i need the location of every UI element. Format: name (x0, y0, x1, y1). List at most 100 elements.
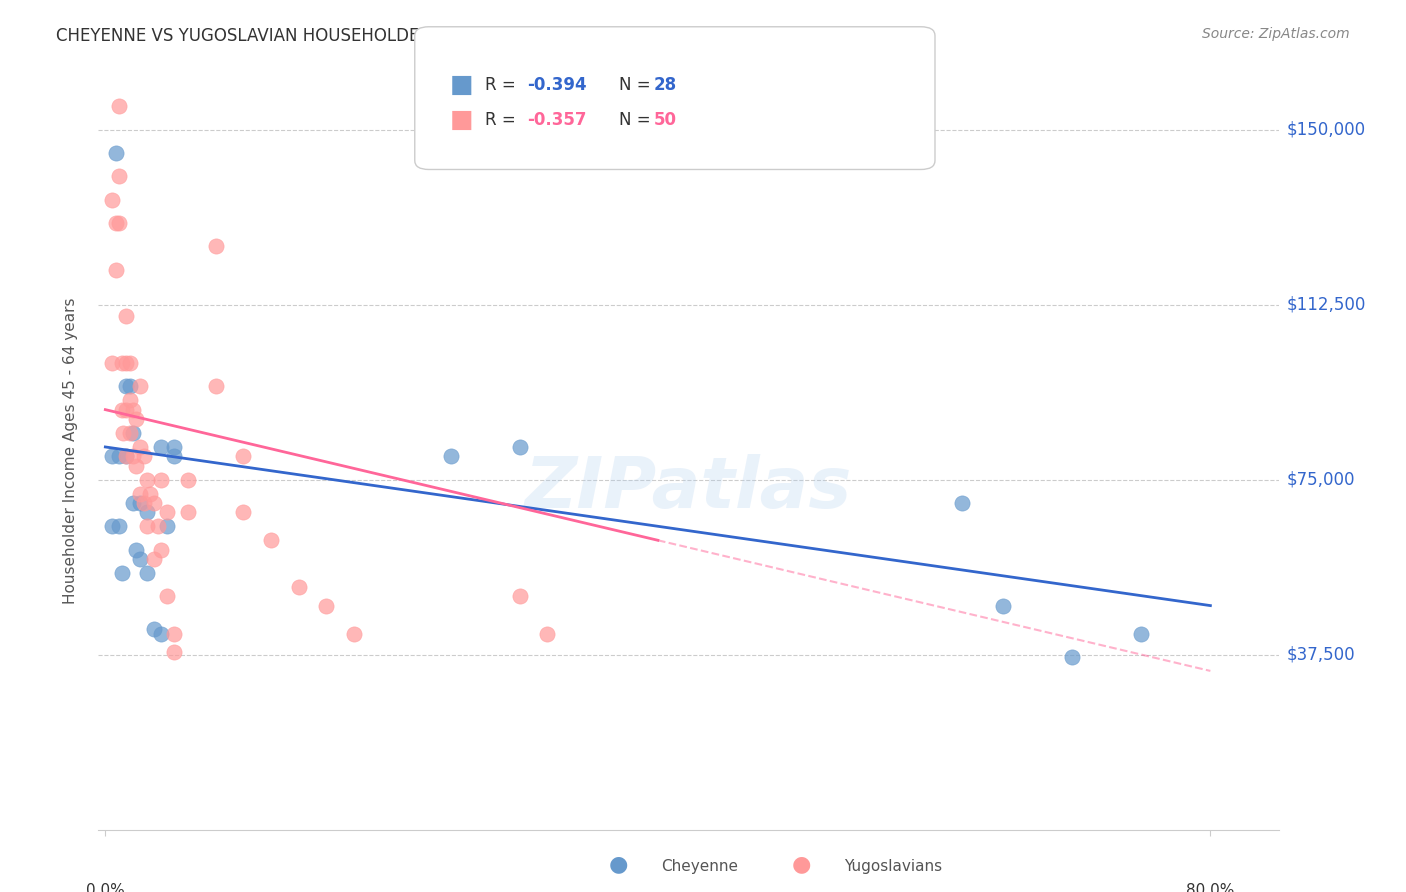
Text: ZIPatlas: ZIPatlas (526, 454, 852, 523)
Point (260, 533, 283, 548)
Point (205, 379, 228, 393)
Text: Cheyenne: Cheyenne (661, 859, 738, 874)
Point (105, 216, 128, 230)
Point (120, 393, 142, 408)
Y-axis label: Householder Income Ages 45 - 64 years: Householder Income Ages 45 - 64 years (63, 297, 77, 604)
Point (950, 496, 973, 510)
Text: N =: N = (619, 76, 655, 94)
Point (111, 402, 134, 417)
Text: $150,000: $150,000 (1286, 120, 1365, 138)
Point (132, 496, 155, 510)
Point (115, 450, 138, 464)
Point (128, 440, 150, 454)
Point (146, 519, 169, 533)
Point (128, 552, 150, 566)
Text: $37,500: $37,500 (1286, 646, 1355, 664)
Point (120, 356, 142, 370)
Point (287, 580, 309, 594)
Point (122, 450, 145, 464)
Point (108, 99, 131, 113)
Point (128, 379, 150, 393)
Point (105, 262, 128, 277)
Point (122, 402, 145, 417)
Point (156, 505, 179, 519)
Text: 50: 50 (654, 112, 676, 129)
Point (101, 193, 124, 207)
Point (101, 450, 124, 464)
Text: ●: ● (792, 855, 811, 874)
Text: ●: ● (609, 855, 628, 874)
Point (120, 425, 142, 440)
Text: 28: 28 (654, 76, 676, 94)
Text: ■: ■ (450, 109, 474, 132)
Point (135, 566, 157, 580)
Point (128, 496, 150, 510)
Point (115, 310, 138, 324)
Point (440, 450, 463, 464)
Point (122, 496, 145, 510)
Point (163, 645, 186, 659)
Text: Source: ZipAtlas.com: Source: ZipAtlas.com (1202, 27, 1350, 41)
Point (125, 412, 148, 426)
Text: -0.394: -0.394 (527, 76, 586, 94)
Point (122, 425, 145, 440)
Point (135, 505, 157, 519)
Point (149, 542, 172, 557)
Point (108, 519, 131, 533)
Point (205, 239, 228, 253)
Text: N =: N = (619, 112, 655, 129)
Text: Yugoslavians: Yugoslavians (844, 859, 942, 874)
Point (142, 496, 165, 510)
Point (149, 626, 172, 640)
Point (101, 356, 124, 370)
Text: $112,500: $112,500 (1286, 295, 1365, 314)
Point (149, 473, 172, 487)
Point (108, 216, 131, 230)
Point (120, 379, 142, 393)
Point (156, 589, 179, 603)
Point (112, 425, 135, 440)
Point (115, 402, 138, 417)
Point (132, 450, 155, 464)
Text: 0.0%: 0.0% (86, 883, 125, 892)
Point (111, 356, 134, 370)
Point (115, 450, 138, 464)
Point (177, 505, 200, 519)
Point (142, 552, 165, 566)
Point (163, 626, 186, 640)
Text: -0.357: -0.357 (527, 112, 586, 129)
Point (111, 566, 134, 580)
Point (108, 169, 131, 184)
Point (138, 486, 160, 500)
Point (105, 146, 128, 161)
Text: $75,000: $75,000 (1286, 471, 1355, 489)
Point (135, 473, 157, 487)
Point (115, 379, 138, 393)
Point (156, 519, 179, 533)
Point (177, 473, 200, 487)
Text: R =: R = (485, 76, 522, 94)
Point (232, 505, 254, 519)
Point (125, 542, 148, 557)
Point (509, 440, 531, 454)
Point (101, 519, 124, 533)
Point (536, 626, 558, 640)
Point (128, 486, 150, 500)
Point (108, 450, 131, 464)
Point (149, 440, 172, 454)
Point (1062, 649, 1084, 664)
Point (1130, 626, 1153, 640)
Point (509, 589, 531, 603)
Text: ■: ■ (450, 73, 474, 96)
Text: 80.0%: 80.0% (1187, 883, 1234, 892)
Point (142, 622, 165, 636)
Point (135, 519, 157, 533)
Point (163, 450, 186, 464)
Point (115, 356, 138, 370)
Point (125, 458, 148, 473)
Point (232, 450, 254, 464)
Text: R =: R = (485, 112, 522, 129)
Point (163, 440, 186, 454)
Point (993, 599, 1015, 613)
Point (343, 626, 366, 640)
